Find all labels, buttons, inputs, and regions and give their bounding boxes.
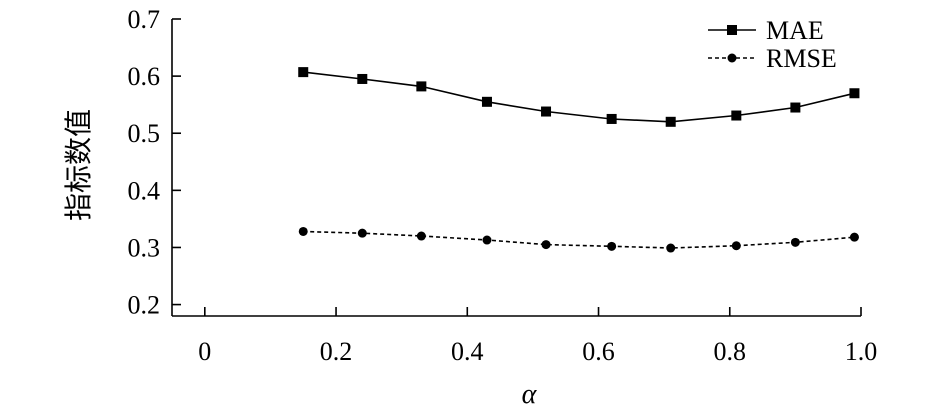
mae-point [790, 102, 801, 113]
rmse-point [482, 235, 492, 245]
x-axis-title: α [522, 379, 538, 410]
mae-point [298, 67, 309, 78]
x-tick-label: 0.4 [451, 337, 484, 366]
y-tick-label: 0.7 [128, 5, 161, 34]
y-axis-title: 指标数值 [63, 109, 95, 221]
rmse-point [541, 240, 551, 250]
legend-item-mae: MAE [708, 16, 824, 45]
y-tick-label: 0.5 [128, 119, 161, 148]
rmse-point [731, 241, 741, 251]
legend-label: MAE [766, 16, 824, 45]
mae-point [606, 113, 617, 124]
x-tick-label: 0.6 [582, 337, 615, 366]
mae-point [357, 73, 368, 84]
mae-point [849, 88, 860, 99]
x-tick-label: 0.2 [320, 337, 353, 366]
mae-series [298, 67, 860, 127]
x-tick-label: 0 [198, 337, 211, 366]
rmse-line [303, 230, 855, 249]
ticks: 0.2 0.3 0.4 0.5 0.6 0.7 0 0.2 0.4 0.6 0.8 1.0 [128, 5, 878, 366]
y-tick-label: 0.4 [128, 176, 161, 205]
rmse-point [849, 232, 859, 242]
mae-point [416, 81, 427, 92]
series-group [298, 67, 860, 253]
x-tick-label: 1.0 [845, 337, 878, 366]
mae-point [665, 116, 676, 127]
axes [171, 19, 861, 317]
x-tick-label: 0.8 [714, 337, 747, 366]
mae-line [303, 71, 855, 123]
legend-swatch-marker [727, 25, 737, 35]
rmse-series [298, 226, 859, 253]
mae-point [731, 110, 742, 121]
legend-item-rmse: RMSE [708, 44, 837, 73]
rmse-point [357, 228, 367, 238]
legend-swatch-marker [727, 53, 737, 63]
rmse-point [298, 226, 308, 236]
legend-label: RMSE [766, 44, 837, 73]
rmse-point [416, 231, 426, 241]
y-tick-label: 0.2 [128, 291, 161, 320]
mae-point [481, 96, 492, 107]
rmse-point [607, 241, 617, 251]
y-tick-label: 0.6 [128, 62, 161, 91]
mae-point [541, 106, 552, 117]
y-tick-label: 0.3 [128, 233, 161, 262]
rmse-point [666, 243, 676, 253]
rmse-point [790, 237, 800, 247]
